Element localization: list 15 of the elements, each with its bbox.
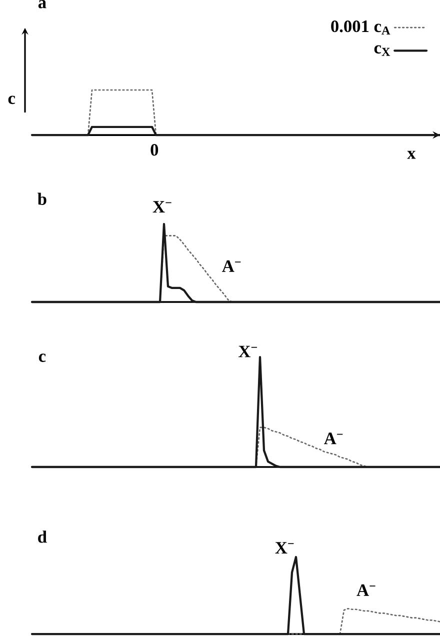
annotation: A$^{−}$	[324, 432, 343, 444]
text: X$^{−}$	[152, 201, 172, 213]
x-axis-title: x	[407, 150, 416, 159]
text: 0	[150, 144, 158, 156]
legend-label: 0.001 c$_{A}$	[331, 20, 390, 34]
annotation: X$^{−}$	[238, 346, 257, 358]
chart-title: c	[38, 354, 46, 362]
annotation: A$^{−}$	[222, 260, 241, 272]
y-axis-title: c	[8, 96, 16, 104]
chart-title: b	[38, 192, 46, 205]
chart-title: a	[38, 0, 46, 8]
legend-label: c$_{X}$	[374, 45, 390, 56]
text: X$^{−}$	[275, 542, 294, 554]
chart-title: d	[38, 530, 47, 543]
annotation: A$^{−}$	[356, 584, 376, 596]
